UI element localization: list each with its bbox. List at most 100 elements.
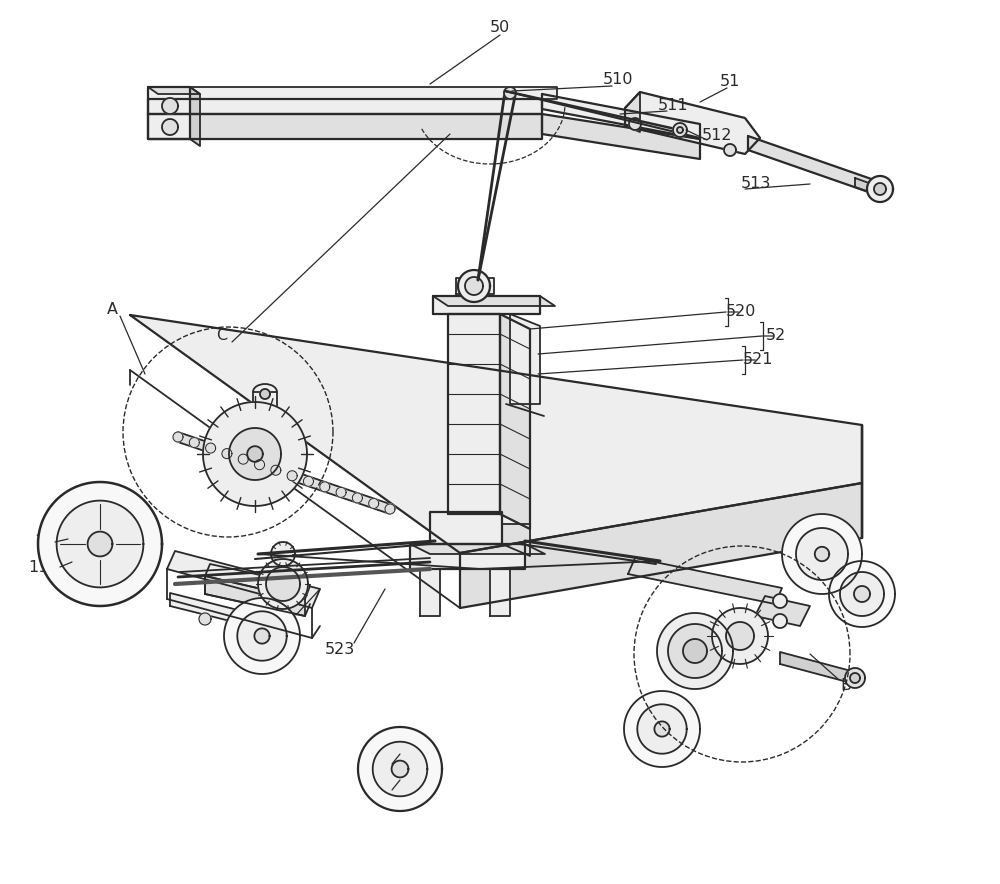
- Polygon shape: [287, 471, 297, 481]
- Polygon shape: [199, 613, 211, 625]
- Polygon shape: [57, 500, 143, 587]
- Polygon shape: [683, 639, 707, 663]
- Text: 520: 520: [726, 303, 756, 318]
- Polygon shape: [625, 92, 640, 132]
- Polygon shape: [874, 183, 886, 195]
- Text: 110: 110: [29, 560, 59, 575]
- Polygon shape: [385, 504, 395, 514]
- Polygon shape: [238, 454, 248, 464]
- Polygon shape: [490, 569, 510, 616]
- Text: 11: 11: [34, 535, 54, 550]
- Polygon shape: [148, 114, 542, 139]
- Polygon shape: [190, 87, 200, 146]
- Polygon shape: [205, 576, 305, 616]
- Polygon shape: [854, 586, 870, 602]
- Polygon shape: [780, 652, 855, 684]
- Polygon shape: [130, 315, 862, 553]
- Polygon shape: [303, 476, 313, 486]
- Polygon shape: [222, 448, 232, 459]
- Polygon shape: [336, 487, 346, 498]
- Polygon shape: [673, 123, 687, 137]
- Polygon shape: [637, 705, 687, 754]
- Polygon shape: [855, 178, 880, 196]
- Polygon shape: [460, 483, 862, 608]
- Polygon shape: [392, 760, 408, 777]
- Text: B: B: [840, 679, 852, 694]
- Polygon shape: [430, 512, 502, 544]
- Polygon shape: [247, 446, 263, 461]
- Polygon shape: [625, 92, 760, 154]
- Polygon shape: [170, 593, 262, 629]
- Polygon shape: [456, 278, 494, 294]
- Polygon shape: [420, 569, 440, 616]
- Text: 50: 50: [490, 20, 510, 35]
- Polygon shape: [845, 668, 865, 688]
- Text: 512: 512: [702, 127, 732, 142]
- Polygon shape: [510, 314, 540, 404]
- Polygon shape: [229, 428, 281, 480]
- Polygon shape: [448, 314, 500, 514]
- Polygon shape: [253, 392, 277, 412]
- Polygon shape: [867, 176, 893, 202]
- Polygon shape: [668, 624, 722, 678]
- Polygon shape: [206, 443, 216, 453]
- Polygon shape: [358, 727, 442, 811]
- Polygon shape: [504, 87, 516, 99]
- Polygon shape: [465, 277, 483, 295]
- Text: 510: 510: [603, 72, 633, 87]
- Polygon shape: [628, 558, 782, 604]
- Text: 100: 100: [377, 789, 407, 804]
- Polygon shape: [373, 742, 427, 796]
- Polygon shape: [237, 612, 287, 660]
- Polygon shape: [724, 144, 736, 156]
- Polygon shape: [624, 691, 700, 767]
- Polygon shape: [782, 514, 862, 594]
- Polygon shape: [773, 594, 787, 608]
- Polygon shape: [542, 114, 700, 159]
- Polygon shape: [224, 598, 300, 674]
- Polygon shape: [410, 544, 545, 554]
- Polygon shape: [542, 94, 700, 139]
- Polygon shape: [148, 87, 190, 139]
- Polygon shape: [260, 389, 270, 399]
- Text: 523: 523: [325, 642, 355, 657]
- Polygon shape: [189, 438, 199, 447]
- Polygon shape: [677, 127, 683, 133]
- Polygon shape: [255, 460, 265, 469]
- Polygon shape: [629, 118, 641, 130]
- Polygon shape: [410, 544, 525, 569]
- Polygon shape: [712, 608, 768, 664]
- Polygon shape: [755, 596, 810, 626]
- Polygon shape: [203, 402, 307, 506]
- Polygon shape: [657, 613, 733, 689]
- Polygon shape: [162, 98, 178, 114]
- Text: 52: 52: [766, 329, 786, 344]
- Polygon shape: [850, 673, 860, 683]
- Polygon shape: [148, 99, 542, 114]
- Polygon shape: [352, 493, 362, 503]
- Polygon shape: [433, 296, 555, 306]
- Polygon shape: [796, 528, 848, 580]
- Text: 10: 10: [382, 765, 402, 780]
- Polygon shape: [433, 296, 540, 314]
- Polygon shape: [815, 547, 829, 561]
- Polygon shape: [254, 629, 270, 644]
- Polygon shape: [773, 614, 787, 628]
- Polygon shape: [178, 432, 390, 514]
- Text: C: C: [216, 329, 228, 344]
- Polygon shape: [829, 561, 895, 627]
- Polygon shape: [840, 572, 884, 616]
- Polygon shape: [173, 432, 183, 442]
- Text: 511: 511: [658, 97, 688, 112]
- Polygon shape: [458, 270, 490, 302]
- Polygon shape: [167, 551, 320, 608]
- Text: A: A: [106, 301, 118, 316]
- Polygon shape: [162, 119, 178, 135]
- Polygon shape: [748, 136, 880, 196]
- Polygon shape: [38, 482, 162, 606]
- Polygon shape: [88, 531, 112, 556]
- Polygon shape: [502, 524, 530, 556]
- Polygon shape: [148, 87, 200, 94]
- Polygon shape: [654, 721, 670, 736]
- Polygon shape: [271, 542, 295, 566]
